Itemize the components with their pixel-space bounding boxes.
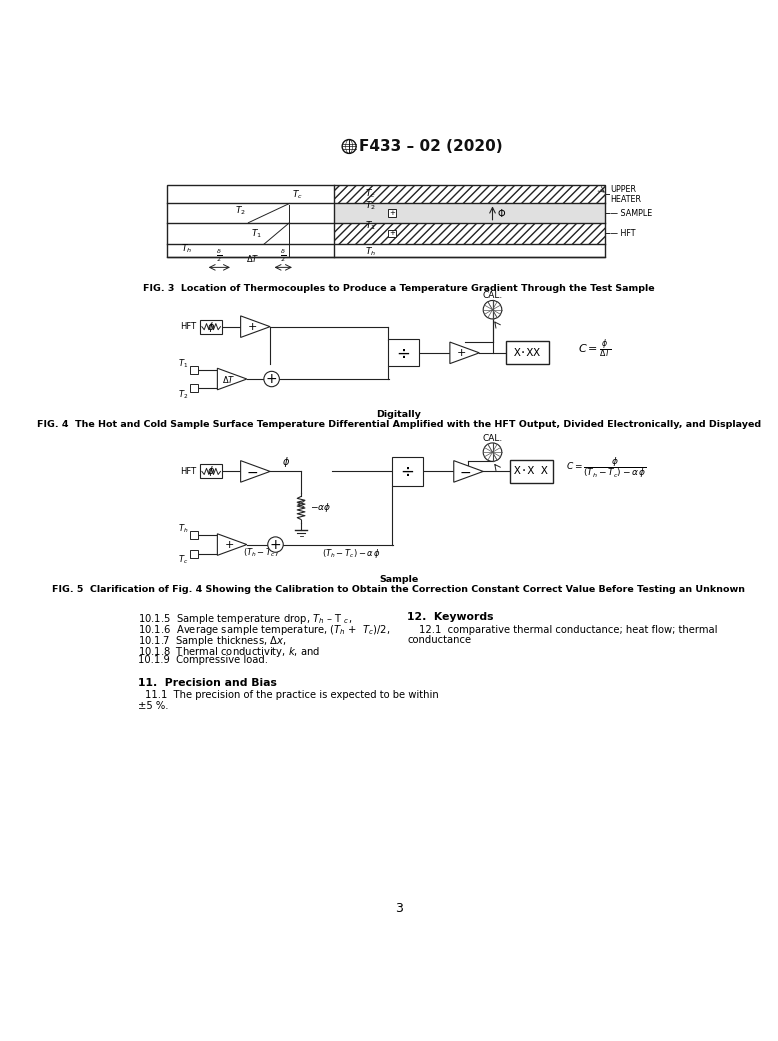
Text: $T_h$: $T_h$ [178, 523, 189, 535]
Text: X·XX: X·XX [514, 348, 541, 358]
Text: $T_1$: $T_1$ [178, 357, 189, 370]
Text: $T_2$: $T_2$ [365, 199, 376, 211]
Text: 11.  Precision and Bias: 11. Precision and Bias [138, 678, 276, 688]
Text: conductance: conductance [407, 635, 471, 645]
Text: X·X X: X·X X [514, 466, 548, 477]
Polygon shape [240, 460, 270, 482]
Bar [167, 185, 605, 257]
Text: $\Delta T$: $\Delta T$ [223, 374, 236, 384]
Polygon shape [217, 369, 247, 389]
Polygon shape [454, 460, 483, 482]
Text: UPPER
HEATER: UPPER HEATER [610, 184, 641, 204]
Text: $\frac{\delta}{2}$: $\frac{\delta}{2}$ [216, 247, 223, 263]
Bar [191, 366, 198, 374]
Text: — HFT: — HFT [610, 229, 636, 238]
Text: 10.1.8  Thermal conductivity, $k$, and: 10.1.8 Thermal conductivity, $k$, and [138, 644, 320, 659]
Bar [334, 203, 605, 223]
Text: $T_h$: $T_h$ [181, 243, 192, 255]
Text: $T_2$: $T_2$ [235, 204, 246, 217]
Bar [334, 185, 605, 203]
Bar [510, 460, 552, 483]
Text: $T_2$: $T_2$ [178, 388, 189, 401]
Text: $\div$: $\div$ [396, 344, 411, 362]
Text: HFT: HFT [180, 467, 197, 476]
Text: 12.  Keywords: 12. Keywords [407, 612, 494, 623]
Text: $\phi$: $\phi$ [207, 464, 216, 479]
Text: $T_c$: $T_c$ [292, 188, 303, 201]
Polygon shape [450, 342, 479, 363]
Text: 10.1.6  Average sample temperature, ($T_h$ +  $T_c$)/2,: 10.1.6 Average sample temperature, ($T_h… [138, 624, 390, 637]
Text: $-$: $-$ [247, 464, 258, 479]
Bar [191, 384, 198, 392]
Text: $\Delta T$: $\Delta T$ [246, 253, 259, 263]
Circle shape [264, 372, 279, 386]
Text: +: + [389, 210, 394, 217]
Text: F433 – 02 (2020): F433 – 02 (2020) [359, 139, 503, 154]
Text: $-\alpha\phi$: $-\alpha\phi$ [310, 502, 331, 514]
Text: Digitally: Digitally [377, 410, 421, 418]
Text: $\Phi$: $\Phi$ [497, 207, 506, 219]
Bar [388, 230, 396, 237]
Text: $(T_h - T_c) - \alpha\,\phi$: $(T_h - T_c) - \alpha\,\phi$ [322, 547, 381, 560]
Text: CAL.: CAL. [482, 434, 503, 442]
Polygon shape [217, 534, 247, 555]
Text: 10.1.5  Sample temperature drop, $T_h$ – T $_{c}$,: 10.1.5 Sample temperature drop, $T_h$ – … [138, 612, 352, 627]
Text: Sample: Sample [379, 576, 419, 584]
Text: $(T_h - T_c)$: $(T_h - T_c)$ [244, 547, 279, 559]
Text: $T_c$: $T_c$ [178, 554, 189, 566]
Text: $-$: $-$ [460, 464, 471, 479]
Text: $T_h$: $T_h$ [365, 246, 376, 258]
Bar [200, 320, 222, 333]
Text: ±5 %.: ±5 %. [138, 701, 168, 711]
Text: $C = \frac{\phi}{\Delta T}$: $C = \frac{\phi}{\Delta T}$ [578, 337, 612, 360]
Bar [191, 532, 198, 539]
Text: 3: 3 [394, 903, 403, 915]
Text: +: + [266, 372, 278, 386]
Bar [506, 341, 548, 364]
Text: 11.1  The precision of the practice is expected to be within: 11.1 The precision of the practice is ex… [145, 690, 439, 701]
Polygon shape [240, 315, 270, 337]
Bar [388, 339, 419, 366]
Text: $C = \dfrac{\phi}{(T_h - T_c) - \alpha\,\phi}$: $C = \dfrac{\phi}{(T_h - T_c) - \alpha\,… [566, 455, 647, 480]
Text: HFT: HFT [180, 322, 197, 331]
Text: 10.1.7  Sample thickness, $\Delta x$,: 10.1.7 Sample thickness, $\Delta x$, [138, 634, 286, 648]
Text: CAL.: CAL. [482, 291, 503, 301]
Text: $\phi$: $\phi$ [282, 455, 289, 469]
Bar [200, 464, 222, 479]
Text: $T_1$: $T_1$ [365, 220, 376, 232]
Text: $\div$: $\div$ [400, 462, 415, 480]
Bar [191, 550, 198, 558]
Text: FIG. 5  Clarification of Fig. 4 Showing the Calibration to Obtain the Correction: FIG. 5 Clarification of Fig. 4 Showing t… [52, 585, 745, 594]
Text: FIG. 3  Location of Thermocouples to Produce a Temperature Gradient Through the : FIG. 3 Location of Thermocouples to Prod… [143, 283, 654, 293]
Bar [388, 209, 396, 217]
Text: 12.1  comparative thermal conductance; heat flow; thermal: 12.1 comparative thermal conductance; he… [419, 625, 717, 635]
Text: $T_1$: $T_1$ [251, 227, 261, 239]
Text: +: + [247, 322, 257, 332]
Circle shape [268, 537, 283, 553]
Text: $\frac{\delta}{2}$: $\frac{\delta}{2}$ [280, 247, 286, 263]
Text: +: + [389, 230, 394, 236]
Text: $T_c$: $T_c$ [365, 187, 376, 200]
Text: — SAMPLE: — SAMPLE [610, 208, 653, 218]
Text: +: + [270, 537, 282, 552]
Text: FIG. 4  The Hot and Cold Sample Surface Temperature Differential Amplified with : FIG. 4 The Hot and Cold Sample Surface T… [37, 420, 761, 429]
Bar [167, 185, 334, 203]
Bar [392, 457, 422, 486]
Bar [334, 223, 605, 245]
Bar [334, 245, 605, 257]
Text: $\phi$: $\phi$ [207, 320, 216, 334]
Text: +: + [224, 539, 233, 550]
Text: +: + [457, 348, 466, 358]
Text: 10.1.9  Compressive load.: 10.1.9 Compressive load. [138, 656, 268, 665]
